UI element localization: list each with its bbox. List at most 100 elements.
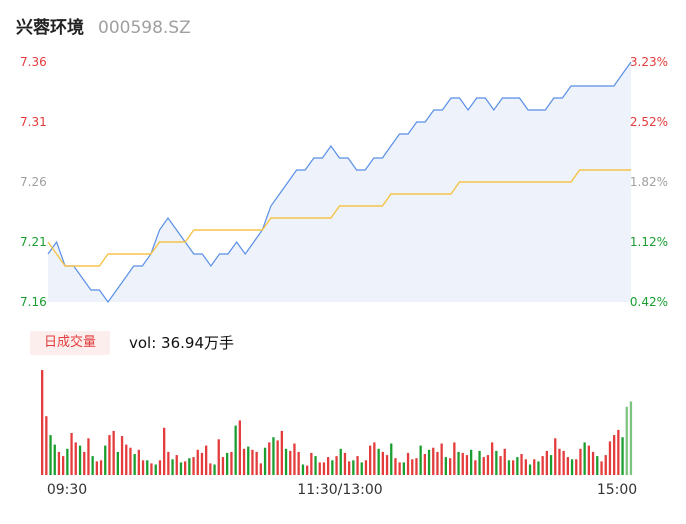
volume-bar xyxy=(95,461,98,476)
volume-bar xyxy=(331,460,334,475)
volume-bar xyxy=(453,442,456,475)
volume-bar xyxy=(406,452,410,475)
y-tick-left: 7.26 xyxy=(20,175,47,189)
y-tick-right: 1.12% xyxy=(630,235,668,249)
volume-bar xyxy=(629,401,633,475)
volume-bar xyxy=(322,462,326,475)
volume-bar xyxy=(41,370,44,475)
volume-bar xyxy=(284,448,288,476)
volume-bar xyxy=(432,447,435,475)
volume-bar xyxy=(390,443,393,475)
volume-bar xyxy=(528,464,532,475)
volume-readout: vol: 36.94万手 xyxy=(129,334,234,352)
volume-bar xyxy=(512,460,515,475)
volume-bar xyxy=(91,456,94,475)
volume-bar xyxy=(411,459,414,476)
volume-bar xyxy=(150,463,153,475)
volume-bar xyxy=(470,449,473,475)
volume-bar xyxy=(263,447,267,475)
volume-bar xyxy=(99,460,103,475)
volume-bar xyxy=(482,457,485,475)
volume-bar xyxy=(221,457,225,475)
volume-bar xyxy=(120,436,124,475)
volume-bar xyxy=(53,444,56,475)
volume-bar xyxy=(486,455,490,475)
volume-bar xyxy=(335,456,338,475)
volume-bar xyxy=(49,435,52,475)
volume-bar xyxy=(491,442,494,475)
volume-bar xyxy=(575,459,578,476)
volume-bar xyxy=(268,442,271,475)
average-price-line xyxy=(47,169,631,267)
volume-bar xyxy=(617,429,620,475)
volume-bar xyxy=(377,448,380,476)
volume-bar xyxy=(478,450,481,476)
volume-bar xyxy=(146,460,149,475)
volume-bar xyxy=(613,435,616,475)
volume-bar xyxy=(129,447,132,475)
volume-bar xyxy=(45,416,48,475)
volume-bar xyxy=(385,455,389,475)
volume-bar xyxy=(327,457,330,475)
daily-volume-tab[interactable]: 日成交量 xyxy=(30,331,110,355)
volume-bar xyxy=(158,460,162,475)
y-tick-right: 2.52% xyxy=(630,115,668,129)
volume-bar xyxy=(175,455,178,475)
volume-bar xyxy=(70,433,73,475)
volume-bar xyxy=(461,452,464,475)
volume-bar xyxy=(570,459,574,476)
volume-bar xyxy=(310,452,313,475)
volume-bar xyxy=(184,461,187,476)
y-tick-left: 7.16 xyxy=(20,295,47,309)
y-tick-right: 0.42% xyxy=(630,295,668,309)
volume-bar xyxy=(364,460,368,475)
volume-bar xyxy=(163,427,166,476)
volume-bar xyxy=(200,452,204,475)
volume-bar xyxy=(242,448,246,476)
volume-bar xyxy=(436,451,439,475)
volume-bar xyxy=(179,462,183,475)
volume-bar xyxy=(499,456,502,475)
volume-bar xyxy=(217,439,220,475)
x-tick-label: 11:30/13:00 xyxy=(297,482,382,498)
volume-bar xyxy=(247,446,250,475)
price-line xyxy=(47,61,632,304)
volume-bar xyxy=(373,442,376,475)
volume-bar xyxy=(604,455,607,475)
volume-bar xyxy=(125,444,128,475)
volume-bar xyxy=(280,430,283,475)
volume-bar xyxy=(507,460,511,475)
volume-bar xyxy=(205,445,208,475)
volume-bar xyxy=(74,442,77,475)
volume-bar xyxy=(339,448,342,476)
volume-bar xyxy=(360,462,363,475)
volume-bar xyxy=(343,452,347,475)
volume-bar xyxy=(402,462,405,475)
volume-bar xyxy=(520,454,523,475)
volume-bar xyxy=(293,443,296,475)
volume-bar xyxy=(116,451,119,475)
y-tick-right: 1.82% xyxy=(630,175,668,189)
volume-bar xyxy=(167,451,170,475)
volume-bar xyxy=(398,462,401,475)
volume-bar xyxy=(465,455,469,475)
volume-bar xyxy=(57,451,61,475)
volume-bar xyxy=(625,406,628,476)
volume-bar xyxy=(255,451,258,475)
volume-bar xyxy=(234,425,237,475)
volume-bar xyxy=(62,456,65,475)
volume-bar xyxy=(108,435,111,475)
volume-bar xyxy=(356,456,359,475)
volume-bar xyxy=(289,450,292,476)
volume-bar xyxy=(545,450,548,476)
volume-bar xyxy=(318,462,321,475)
volume-bar xyxy=(272,437,275,475)
volume-bar xyxy=(369,445,372,475)
volume-bar xyxy=(133,454,136,475)
price-area xyxy=(48,62,631,302)
volume-bar xyxy=(192,457,195,475)
volume-bar xyxy=(600,461,603,476)
volume-bar xyxy=(171,459,174,476)
volume-bar xyxy=(83,451,86,475)
